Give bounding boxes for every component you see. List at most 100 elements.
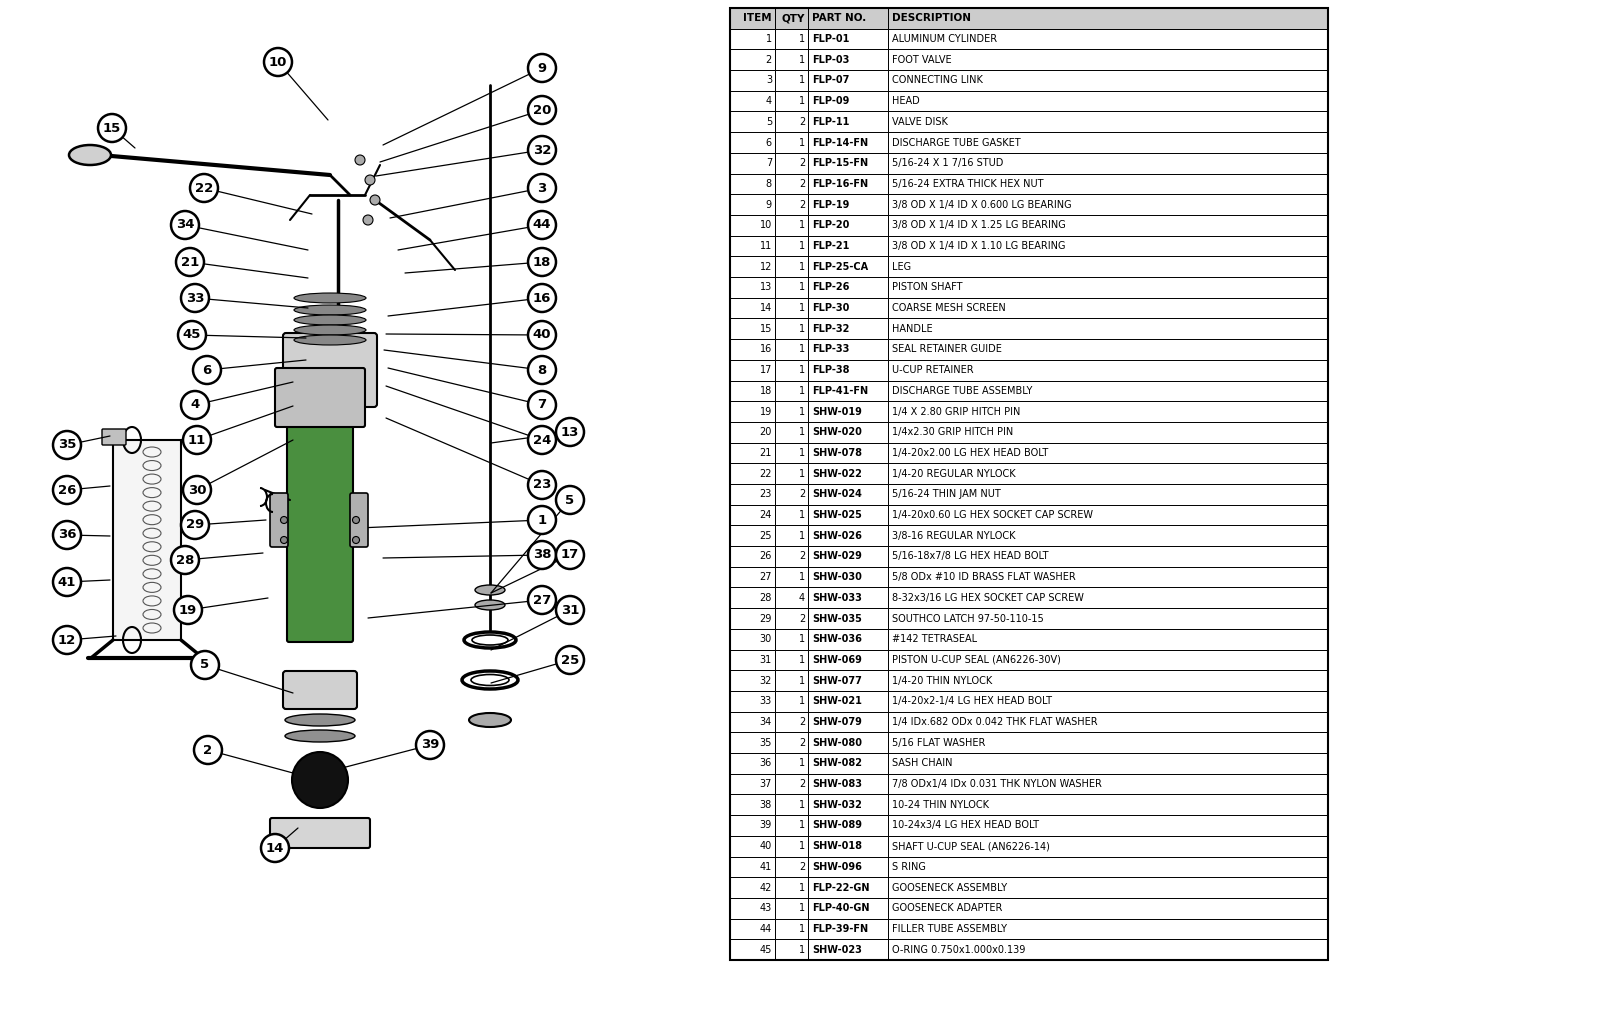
Text: 1/4 X 2.80 GRIP HITCH PIN: 1/4 X 2.80 GRIP HITCH PIN [893, 407, 1021, 416]
Text: 40: 40 [760, 841, 771, 851]
Text: SHW-083: SHW-083 [813, 779, 862, 789]
Text: 2: 2 [798, 779, 805, 789]
Bar [730, 629, 774, 650]
Text: COARSE MESH SCREEN: COARSE MESH SCREEN [893, 303, 1006, 313]
Text: 1: 1 [798, 324, 805, 333]
Text: 3: 3 [766, 76, 771, 86]
Text: 5/16 FLAT WASHER: 5/16 FLAT WASHER [893, 738, 986, 747]
Text: 1: 1 [798, 96, 805, 107]
Circle shape [557, 486, 584, 514]
Bar [730, 319, 774, 339]
Bar [774, 50, 808, 70]
Text: FLP-32: FLP-32 [813, 324, 850, 333]
Text: 27: 27 [760, 572, 771, 582]
Text: 5/16-18x7/8 LG HEX HEAD BOLT: 5/16-18x7/8 LG HEX HEAD BOLT [893, 552, 1048, 561]
Text: 10-24x3/4 LG HEX HEAD BOLT: 10-24x3/4 LG HEX HEAD BOLT [893, 821, 1038, 830]
Bar [808, 505, 888, 526]
Bar [774, 546, 808, 567]
Bar [888, 29, 1328, 50]
Bar [888, 236, 1328, 257]
Text: 2: 2 [798, 179, 805, 189]
Bar [774, 588, 808, 609]
Text: FLP-38: FLP-38 [813, 365, 850, 375]
Text: SHW-078: SHW-078 [813, 448, 862, 457]
Ellipse shape [285, 730, 355, 742]
Text: 1: 1 [798, 283, 805, 293]
Text: SOUTHCO LATCH 97-50-110-15: SOUTHCO LATCH 97-50-110-15 [893, 614, 1043, 623]
Text: SHW-089: SHW-089 [813, 821, 862, 830]
Bar [888, 753, 1328, 774]
Circle shape [352, 516, 360, 524]
Ellipse shape [285, 714, 355, 726]
Text: 21: 21 [760, 448, 771, 457]
Circle shape [291, 752, 349, 808]
Bar [774, 629, 808, 650]
Circle shape [528, 471, 557, 499]
Bar [888, 443, 1328, 464]
Bar [888, 650, 1328, 671]
Text: 6: 6 [766, 138, 771, 148]
Text: HANDLE: HANDLE [893, 324, 933, 333]
Bar [808, 236, 888, 257]
Bar [730, 236, 774, 257]
Text: 2: 2 [798, 552, 805, 561]
Text: 7: 7 [766, 158, 771, 169]
Bar [774, 526, 808, 546]
Text: 4: 4 [798, 593, 805, 602]
Text: 32: 32 [533, 144, 550, 156]
Circle shape [557, 541, 584, 569]
Circle shape [53, 476, 82, 504]
Circle shape [176, 248, 205, 276]
FancyBboxPatch shape [286, 418, 354, 642]
Text: SEAL RETAINER GUIDE: SEAL RETAINER GUIDE [893, 345, 1002, 354]
Text: 10: 10 [269, 56, 286, 68]
Text: SHW-096: SHW-096 [813, 862, 862, 871]
Bar [808, 816, 888, 836]
Bar [774, 339, 808, 360]
Text: 4: 4 [190, 398, 200, 412]
Text: 1: 1 [798, 55, 805, 65]
Text: 37: 37 [760, 779, 771, 789]
Text: 29: 29 [760, 614, 771, 623]
Text: 16: 16 [760, 345, 771, 354]
Bar [888, 422, 1328, 443]
Text: 45: 45 [760, 945, 771, 954]
Text: 2: 2 [798, 614, 805, 623]
Text: SHW-079: SHW-079 [813, 717, 862, 727]
Bar [888, 836, 1328, 857]
Bar [774, 733, 808, 753]
Bar [730, 526, 774, 546]
Bar [808, 70, 888, 91]
Bar [888, 505, 1328, 526]
Text: 1: 1 [798, 697, 805, 706]
Text: 25: 25 [760, 531, 771, 540]
Bar [774, 567, 808, 588]
Text: 2: 2 [203, 743, 213, 757]
Text: 5/16-24 EXTRA THICK HEX NUT: 5/16-24 EXTRA THICK HEX NUT [893, 179, 1043, 189]
Ellipse shape [469, 713, 510, 727]
Bar [888, 857, 1328, 878]
Text: 17: 17 [760, 365, 771, 375]
Bar [774, 29, 808, 50]
Bar [774, 774, 808, 795]
Text: FLP-30: FLP-30 [813, 303, 850, 313]
Bar [808, 8, 888, 29]
Text: 39: 39 [421, 739, 438, 751]
Bar [808, 857, 888, 878]
Bar [888, 484, 1328, 505]
Circle shape [528, 356, 557, 384]
Bar [808, 691, 888, 712]
Text: 1: 1 [798, 510, 805, 520]
Text: 41: 41 [58, 575, 77, 589]
Circle shape [557, 646, 584, 674]
Bar [774, 836, 808, 857]
Text: 31: 31 [760, 655, 771, 664]
Text: 34: 34 [760, 717, 771, 727]
Text: 26: 26 [760, 552, 771, 561]
FancyBboxPatch shape [283, 333, 378, 407]
Text: FOOT VALVE: FOOT VALVE [893, 55, 952, 65]
Text: 1: 1 [798, 76, 805, 86]
Circle shape [53, 521, 82, 549]
Text: LEG: LEG [893, 262, 910, 272]
Bar [808, 712, 888, 733]
